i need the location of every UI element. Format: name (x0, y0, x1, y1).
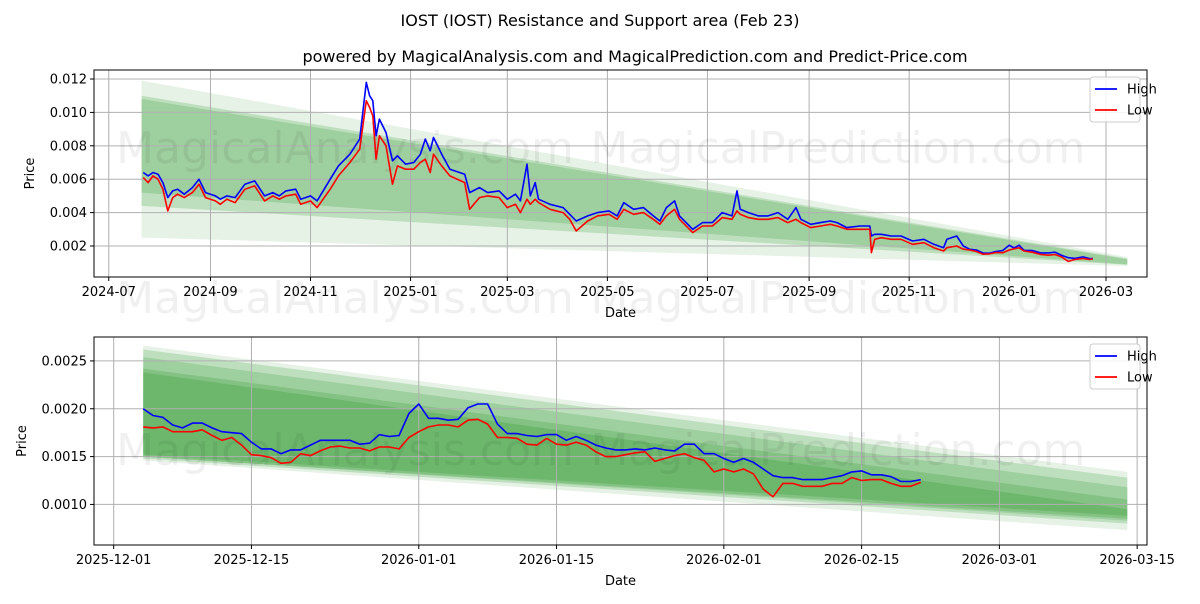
x-tick-label: 2026-02-01 (686, 553, 762, 568)
y-tick-label: 0.006 (50, 173, 87, 188)
x-tick-label: 2025-12-01 (76, 553, 152, 568)
y-tick-label: 0.008 (50, 139, 87, 154)
y-tick-label: 0.004 (50, 206, 87, 221)
x-tick-label: 2024-09 (183, 285, 237, 300)
x-tick-label: 2025-12-15 (214, 553, 290, 568)
x-tick-label: 2026-01-15 (519, 553, 595, 568)
x-tick-label: 2026-03-01 (962, 553, 1038, 568)
y-axis-label: Price (23, 158, 38, 190)
x-tick-label: 2025-09 (782, 285, 836, 300)
x-tick-label: 2026-02-15 (824, 553, 900, 568)
y-tick-label: 0.0025 (42, 354, 88, 369)
x-tick-label: 2025-03 (480, 285, 534, 300)
x-tick-label: 2026-01 (982, 285, 1036, 300)
x-axis-label: Date (605, 306, 636, 321)
x-tick-label: 2025-07 (680, 285, 734, 300)
top-chart-axes: MagicalAnalysis.com MagicalPrediction.com… (23, 70, 1157, 324)
y-tick-label: 0.002 (50, 240, 87, 255)
x-tick-label: 2026-01-01 (381, 553, 457, 568)
legend-label-low: Low (1127, 371, 1153, 386)
watermark: MagicalAnalysis.com (116, 123, 574, 174)
x-axis-label: Date (605, 574, 636, 589)
legend-label-low: Low (1127, 104, 1153, 119)
x-tick-label: 2024-11 (283, 285, 337, 300)
x-tick-label: 2025-11 (882, 285, 936, 300)
watermark: MagicalPrediction.com (591, 123, 1086, 174)
x-tick-label: 2026-03 (1079, 285, 1133, 300)
legend-label-high: High (1127, 83, 1157, 98)
y-tick-label: 0.0015 (42, 450, 88, 465)
x-tick-label: 2024-07 (82, 285, 136, 300)
y-tick-label: 0.0010 (42, 498, 88, 513)
x-tick-label: 2025-05 (580, 285, 634, 300)
y-tick-label: 0.010 (50, 106, 87, 121)
y-tick-label: 0.012 (50, 73, 87, 88)
chart-subtitle: powered by MagicalAnalysis.com and Magic… (302, 47, 967, 66)
y-tick-label: 0.0020 (42, 402, 88, 417)
chart-title: IOST (IOST) Resistance and Support area … (401, 11, 800, 30)
y-axis-label: Price (15, 425, 30, 457)
legend-label-high: High (1127, 350, 1157, 365)
x-tick-label: 2025-01 (383, 285, 437, 300)
x-tick-label: 2026-03-15 (1099, 553, 1175, 568)
